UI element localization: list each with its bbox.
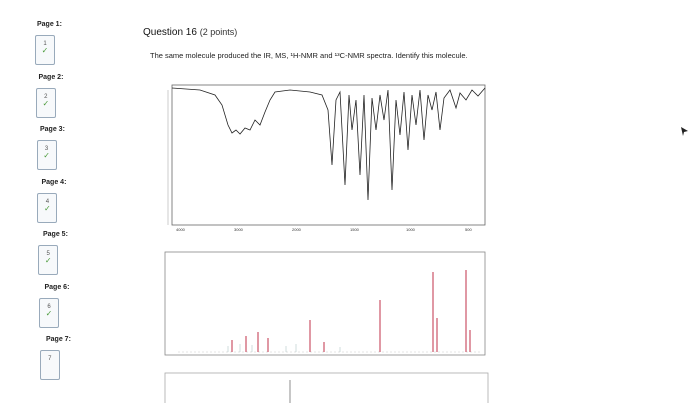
check-icon: ✓	[41, 46, 49, 55]
check-icon: ✓	[45, 308, 53, 318]
check-icon: ✓	[43, 151, 50, 160]
check-icon: ✓	[44, 256, 52, 265]
check-icon: ✓	[42, 98, 50, 108]
page-label: Page 1:	[37, 21, 62, 28]
title: Question 16	[143, 27, 197, 38]
cursor	[681, 127, 688, 136]
svg-text:2000: 2000	[292, 227, 302, 232]
points: (2 points)	[199, 27, 238, 37]
page-number: 2	[44, 93, 48, 100]
page-button[interactable]: 5 ✓	[38, 245, 59, 275]
page-button[interactable]: 2 ✓	[35, 87, 56, 118]
ir-frame	[171, 84, 486, 226]
ir-axis-labels: 4000 3000 2000 1500 1000 500	[176, 227, 472, 232]
page-label: Page 7:	[46, 336, 71, 343]
question-text: The same molecule produced the IR, MS, ¹…	[150, 51, 468, 60]
svg-text:3000: 3000	[234, 227, 244, 232]
ms-peaks	[231, 270, 471, 352]
page-button[interactable]: 3 ✓	[36, 140, 57, 170]
page-number: 6	[47, 303, 51, 310]
page-number: 1	[43, 41, 47, 47]
svg-text:500: 500	[465, 227, 472, 232]
page-label: Page 5:	[43, 231, 68, 238]
page-label: Page 4:	[41, 178, 67, 186]
page-number: 3	[44, 146, 49, 152]
page-button[interactable]: 1 ✓	[35, 35, 55, 65]
svg-text:1500: 1500	[350, 227, 360, 232]
next-panel	[164, 372, 489, 403]
page-number: 5	[46, 251, 50, 257]
question-title: Question 16 (2 points)	[143, 27, 237, 38]
page-label: Page 2:	[38, 73, 64, 81]
ir-trace	[171, 87, 486, 201]
page-label: Page 6:	[44, 283, 70, 291]
page-button[interactable]: 4 ✓	[37, 192, 58, 223]
svg-text:1000: 1000	[406, 227, 416, 232]
page-button[interactable]: 7	[39, 350, 60, 380]
svg-text:4000: 4000	[176, 227, 186, 232]
page-number: 7	[48, 356, 52, 362]
page-number: 4	[45, 198, 50, 205]
ms-minor-peaks	[227, 344, 341, 352]
page-label: Page 3:	[40, 126, 65, 133]
check-icon: ✓	[44, 203, 51, 213]
ms-frame	[164, 251, 486, 356]
page-button[interactable]: 6 ✓	[39, 297, 59, 328]
